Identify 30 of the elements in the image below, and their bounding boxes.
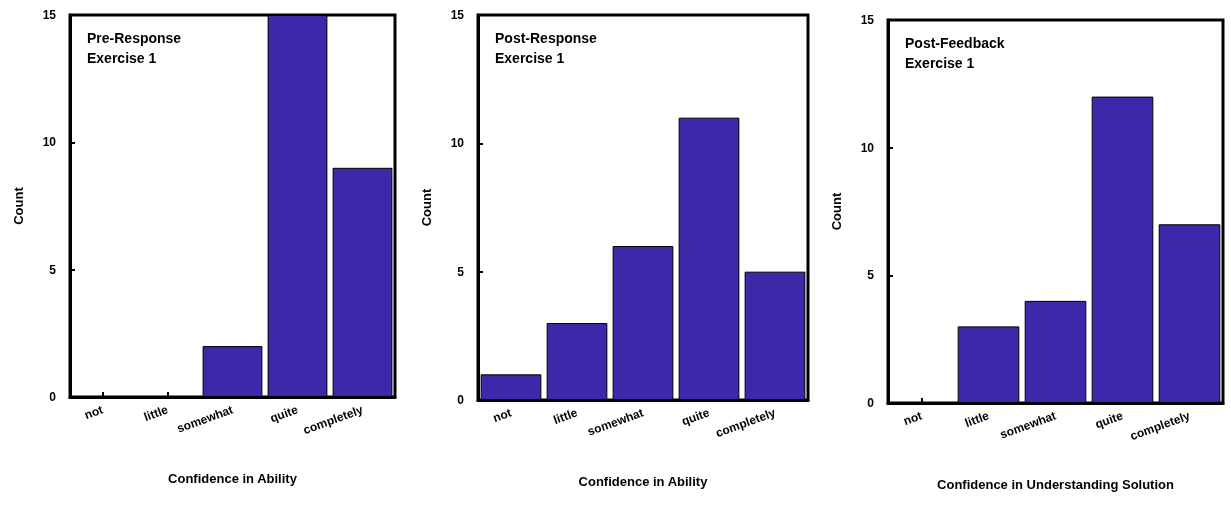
y-tick-label: 15 — [860, 13, 875, 27]
y-tick-label: 10 — [450, 136, 465, 151]
x-tick-label: not — [901, 408, 924, 428]
x-axis-title: Confidence in Ability — [168, 471, 298, 486]
y-axis-title: Count — [829, 192, 844, 231]
y-tick-label: 10 — [860, 140, 875, 155]
x-axis-title: Confidence in Understanding Solution — [937, 477, 1174, 492]
x-tick-label: not — [491, 405, 514, 425]
x-tick-label: quite — [679, 405, 712, 429]
y-tick-label: 10 — [42, 135, 57, 150]
text: Post-Response Exercise 1 — [495, 30, 598, 66]
x-tick-label: little — [962, 408, 992, 431]
text: Pre-Response Exercise 1 — [87, 30, 182, 66]
y-tick-label: 0 — [457, 393, 465, 407]
y-tick-label: 5 — [49, 262, 57, 277]
y-tick-label: 5 — [867, 268, 875, 283]
x-axis-title: Confidence in Ability — [578, 474, 709, 489]
y-axis-title: Count — [419, 188, 434, 227]
text: Post-Feedback Exercise 1 — [905, 35, 1005, 71]
y-tick-label: 0 — [867, 396, 875, 410]
y-tick-label: 0 — [49, 390, 57, 404]
y-axis-title: Count — [11, 186, 26, 225]
y-tick-label: 15 — [450, 8, 465, 22]
x-tick-label: not — [82, 402, 105, 422]
x-tick-label: quite — [1093, 408, 1126, 432]
x-tick-label: little — [551, 405, 580, 428]
x-tick-label: little — [141, 402, 171, 425]
y-tick-label: 5 — [457, 264, 465, 279]
x-tick-label: quite — [268, 402, 301, 426]
y-tick-label: 15 — [42, 8, 57, 22]
